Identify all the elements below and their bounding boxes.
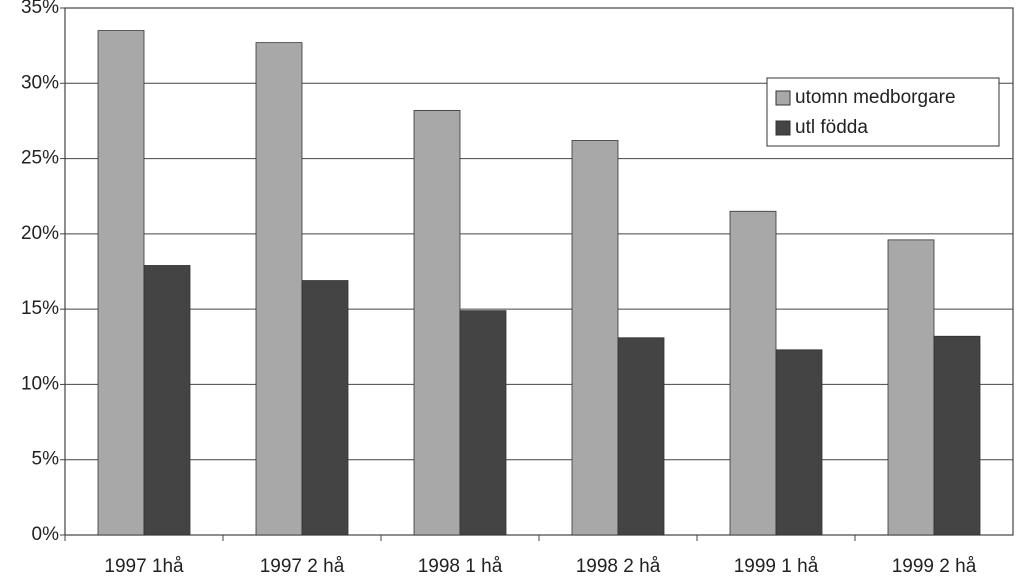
bar [775, 349, 823, 536]
bar [571, 140, 619, 536]
x-tick-label: 1997 2 hå [260, 556, 345, 577]
bar [255, 42, 303, 536]
legend-label: utomn medborgare [795, 87, 956, 108]
y-tick-label: 25% [21, 148, 59, 169]
bar [617, 337, 665, 536]
y-tick-label: 0% [32, 524, 60, 545]
bar [933, 335, 981, 536]
y-tick-label: 30% [21, 72, 59, 93]
bar [887, 239, 935, 536]
legend-swatch [775, 120, 791, 136]
y-tick-label: 15% [21, 298, 59, 319]
legend-box [766, 77, 1000, 147]
legend-swatch [775, 90, 791, 106]
bar [143, 265, 191, 536]
x-tick-label: 1999 2 hå [892, 556, 977, 577]
y-tick-label: 20% [21, 223, 59, 244]
bar [301, 280, 349, 536]
legend-label: utl födda [795, 117, 868, 138]
y-tick-label: 35% [21, 0, 59, 18]
x-tick-label: 1998 1 hå [418, 556, 503, 577]
bar [729, 210, 777, 536]
x-tick-label: 1999 1 hå [734, 556, 819, 577]
x-tick-label: 1998 2 hå [576, 556, 661, 577]
bar [459, 310, 507, 536]
bar [97, 30, 145, 536]
bar [413, 109, 461, 536]
y-tick-label: 5% [32, 449, 60, 470]
y-tick-label: 10% [21, 373, 59, 394]
x-tick-label: 1997 1hå [104, 556, 184, 577]
